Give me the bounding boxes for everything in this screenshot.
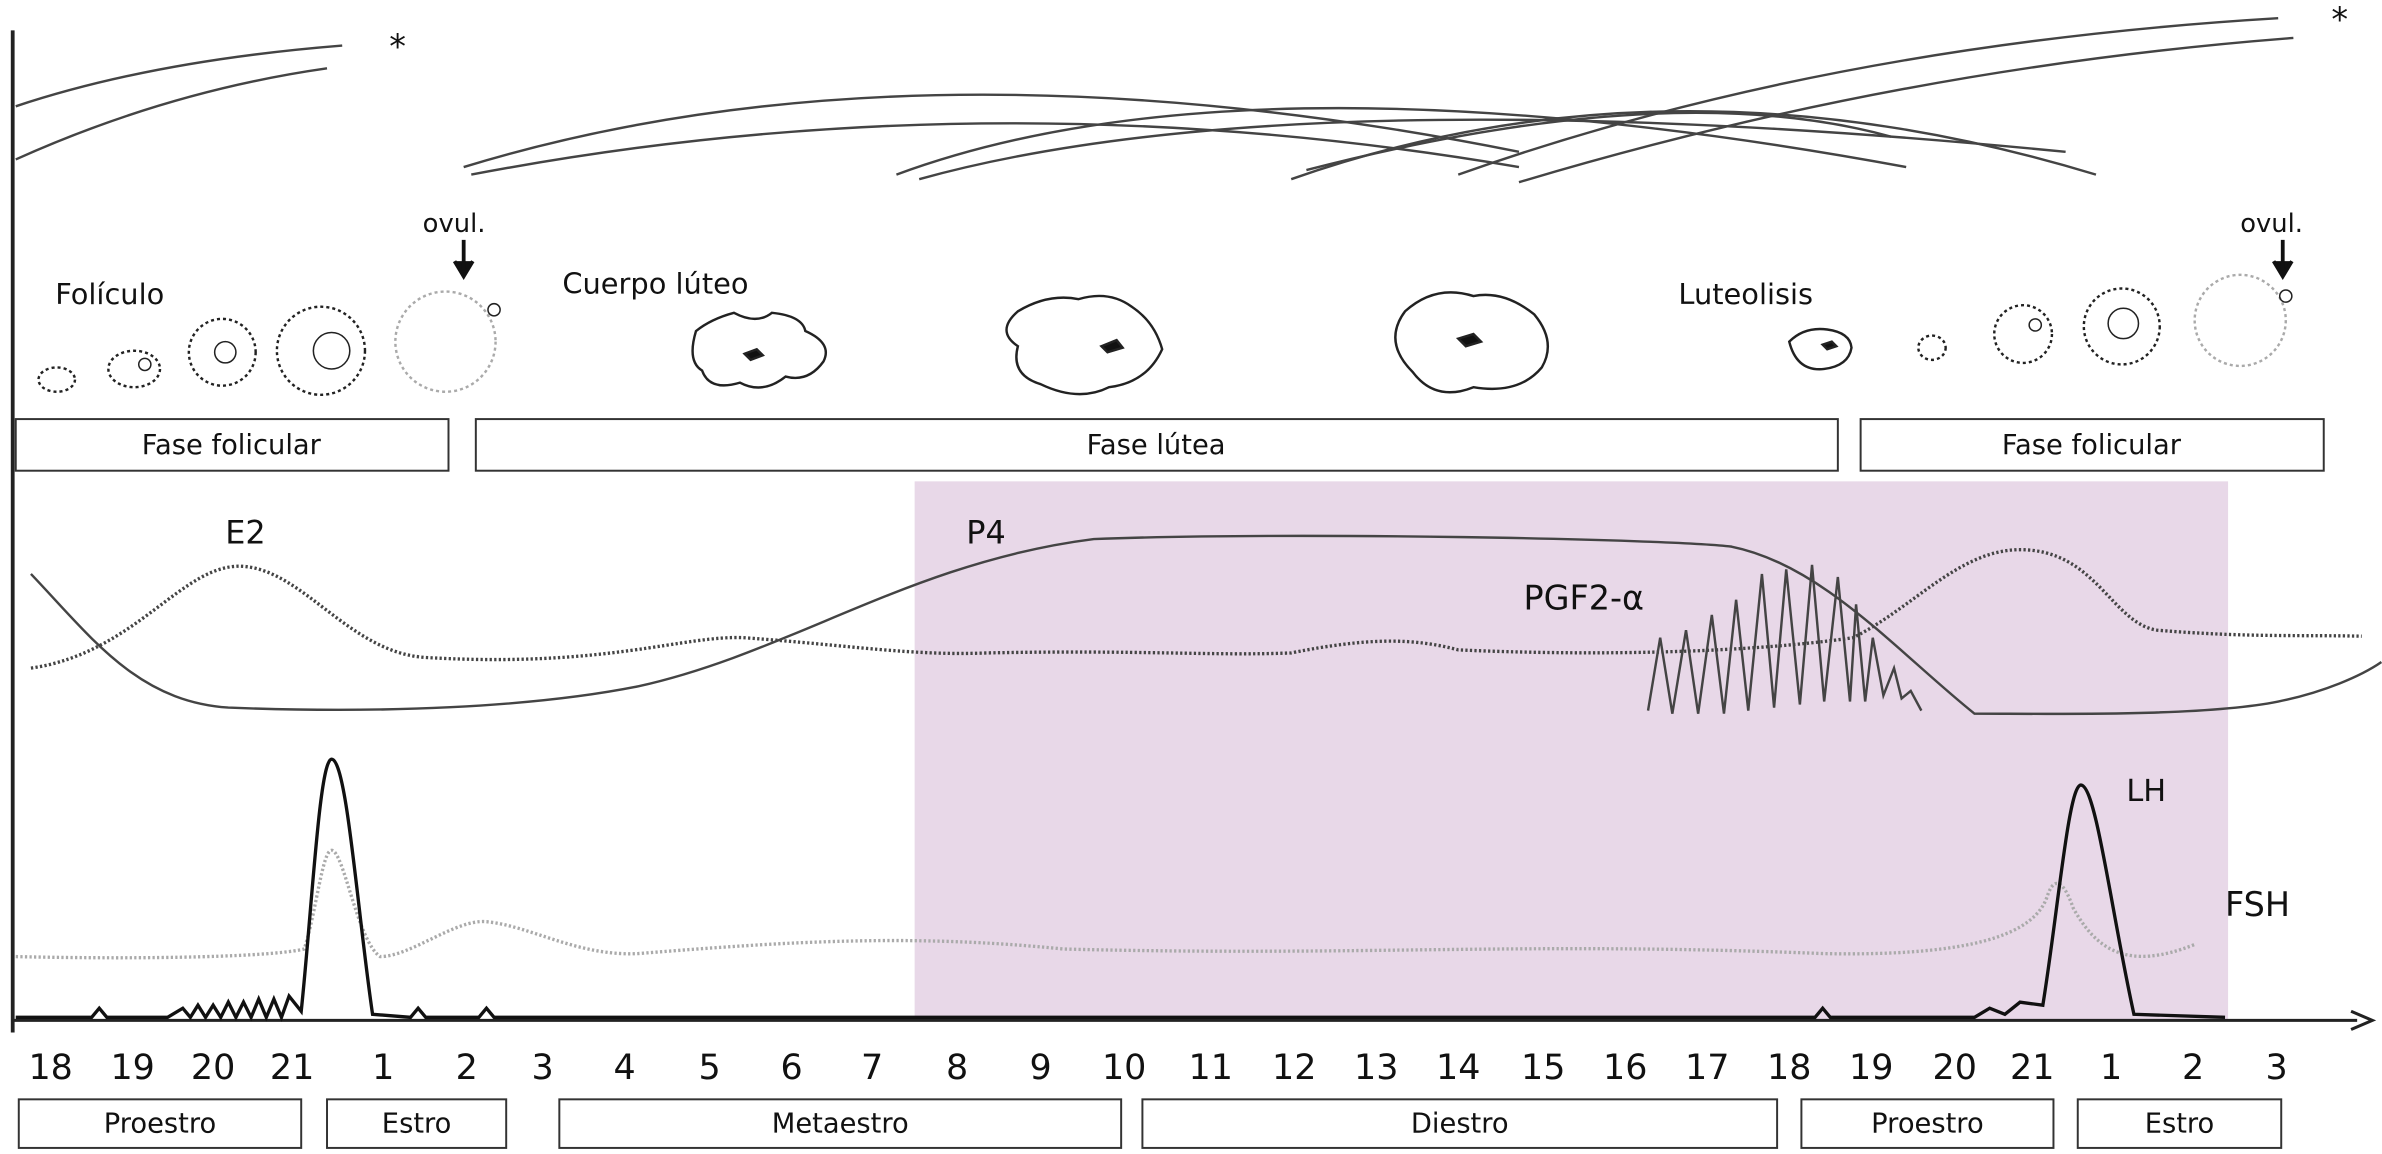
hormone-label: FSH bbox=[2225, 885, 2290, 924]
stage-label: Estro bbox=[382, 1109, 452, 1140]
day-label: 14 bbox=[1436, 1048, 1480, 1088]
ovulation-label: ovul. bbox=[2240, 209, 2303, 239]
stage-label: Estro bbox=[2145, 1109, 2215, 1140]
marker: * bbox=[389, 27, 406, 66]
stage-label: Proestro bbox=[104, 1109, 216, 1140]
hormone-label: PGF2-α bbox=[1524, 578, 1645, 617]
day-label: 17 bbox=[1685, 1048, 1729, 1088]
day-label: 20 bbox=[191, 1048, 235, 1088]
day-label: 21 bbox=[2010, 1048, 2054, 1088]
ovulation-label: ovul. bbox=[423, 209, 486, 239]
estrous-cycle-diagram: * * Folículo ovul. ovul. Cuerpo lúteo Lu… bbox=[0, 0, 2382, 1154]
day-label: 9 bbox=[1030, 1048, 1052, 1088]
follicle-waves bbox=[16, 18, 2294, 182]
day-label: 3 bbox=[2266, 1048, 2288, 1088]
day-label: 13 bbox=[1354, 1048, 1398, 1088]
hormone-label: P4 bbox=[966, 513, 1006, 551]
marker: * bbox=[2331, 0, 2348, 39]
day-label: 2 bbox=[456, 1048, 478, 1088]
stage-label: Diestro bbox=[1411, 1109, 1509, 1140]
phase-label: Fase folicular bbox=[142, 430, 322, 461]
phase-label: Fase folicular bbox=[2002, 430, 2182, 461]
day-label: 2 bbox=[2182, 1048, 2204, 1088]
day-label: 12 bbox=[1272, 1048, 1316, 1088]
stage-label: Metaestro bbox=[772, 1109, 909, 1140]
day-label: 6 bbox=[781, 1048, 803, 1088]
day-label: 1 bbox=[2100, 1048, 2122, 1088]
day-label: 1 bbox=[372, 1048, 394, 1088]
day-label: 19 bbox=[110, 1048, 154, 1088]
day-label: 11 bbox=[1189, 1048, 1233, 1088]
day-label: 18 bbox=[1767, 1048, 1811, 1088]
day-label: 10 bbox=[1102, 1048, 1146, 1088]
hormone-label: LH bbox=[2126, 774, 2166, 809]
stage-label: Proestro bbox=[1871, 1109, 1983, 1140]
day-label: 16 bbox=[1603, 1048, 1647, 1088]
day-label: 20 bbox=[1933, 1048, 1977, 1088]
corpus-luteum-label: Cuerpo lúteo bbox=[562, 266, 748, 300]
day-label: 15 bbox=[1521, 1048, 1565, 1088]
day-label: 3 bbox=[532, 1048, 554, 1088]
phase-label: Fase lútea bbox=[1087, 430, 1226, 461]
day-label: 8 bbox=[946, 1048, 968, 1088]
day-label: 4 bbox=[614, 1048, 636, 1088]
day-label: 5 bbox=[699, 1048, 721, 1088]
stage-boxes: Proestro Estro Metaestro Diestro Proestro Est… bbox=[19, 1099, 2281, 1148]
day-label: 21 bbox=[270, 1048, 314, 1088]
follicles bbox=[39, 240, 2292, 395]
hormone-label: E2 bbox=[225, 513, 265, 551]
highlight-region bbox=[915, 481, 2228, 1020]
follicle-label: Folículo bbox=[55, 277, 164, 311]
day-label: 19 bbox=[1849, 1048, 1893, 1088]
day-label: 18 bbox=[28, 1048, 72, 1088]
day-label: 7 bbox=[861, 1048, 883, 1088]
luteolysis-label: Luteolisis bbox=[1678, 277, 1813, 311]
